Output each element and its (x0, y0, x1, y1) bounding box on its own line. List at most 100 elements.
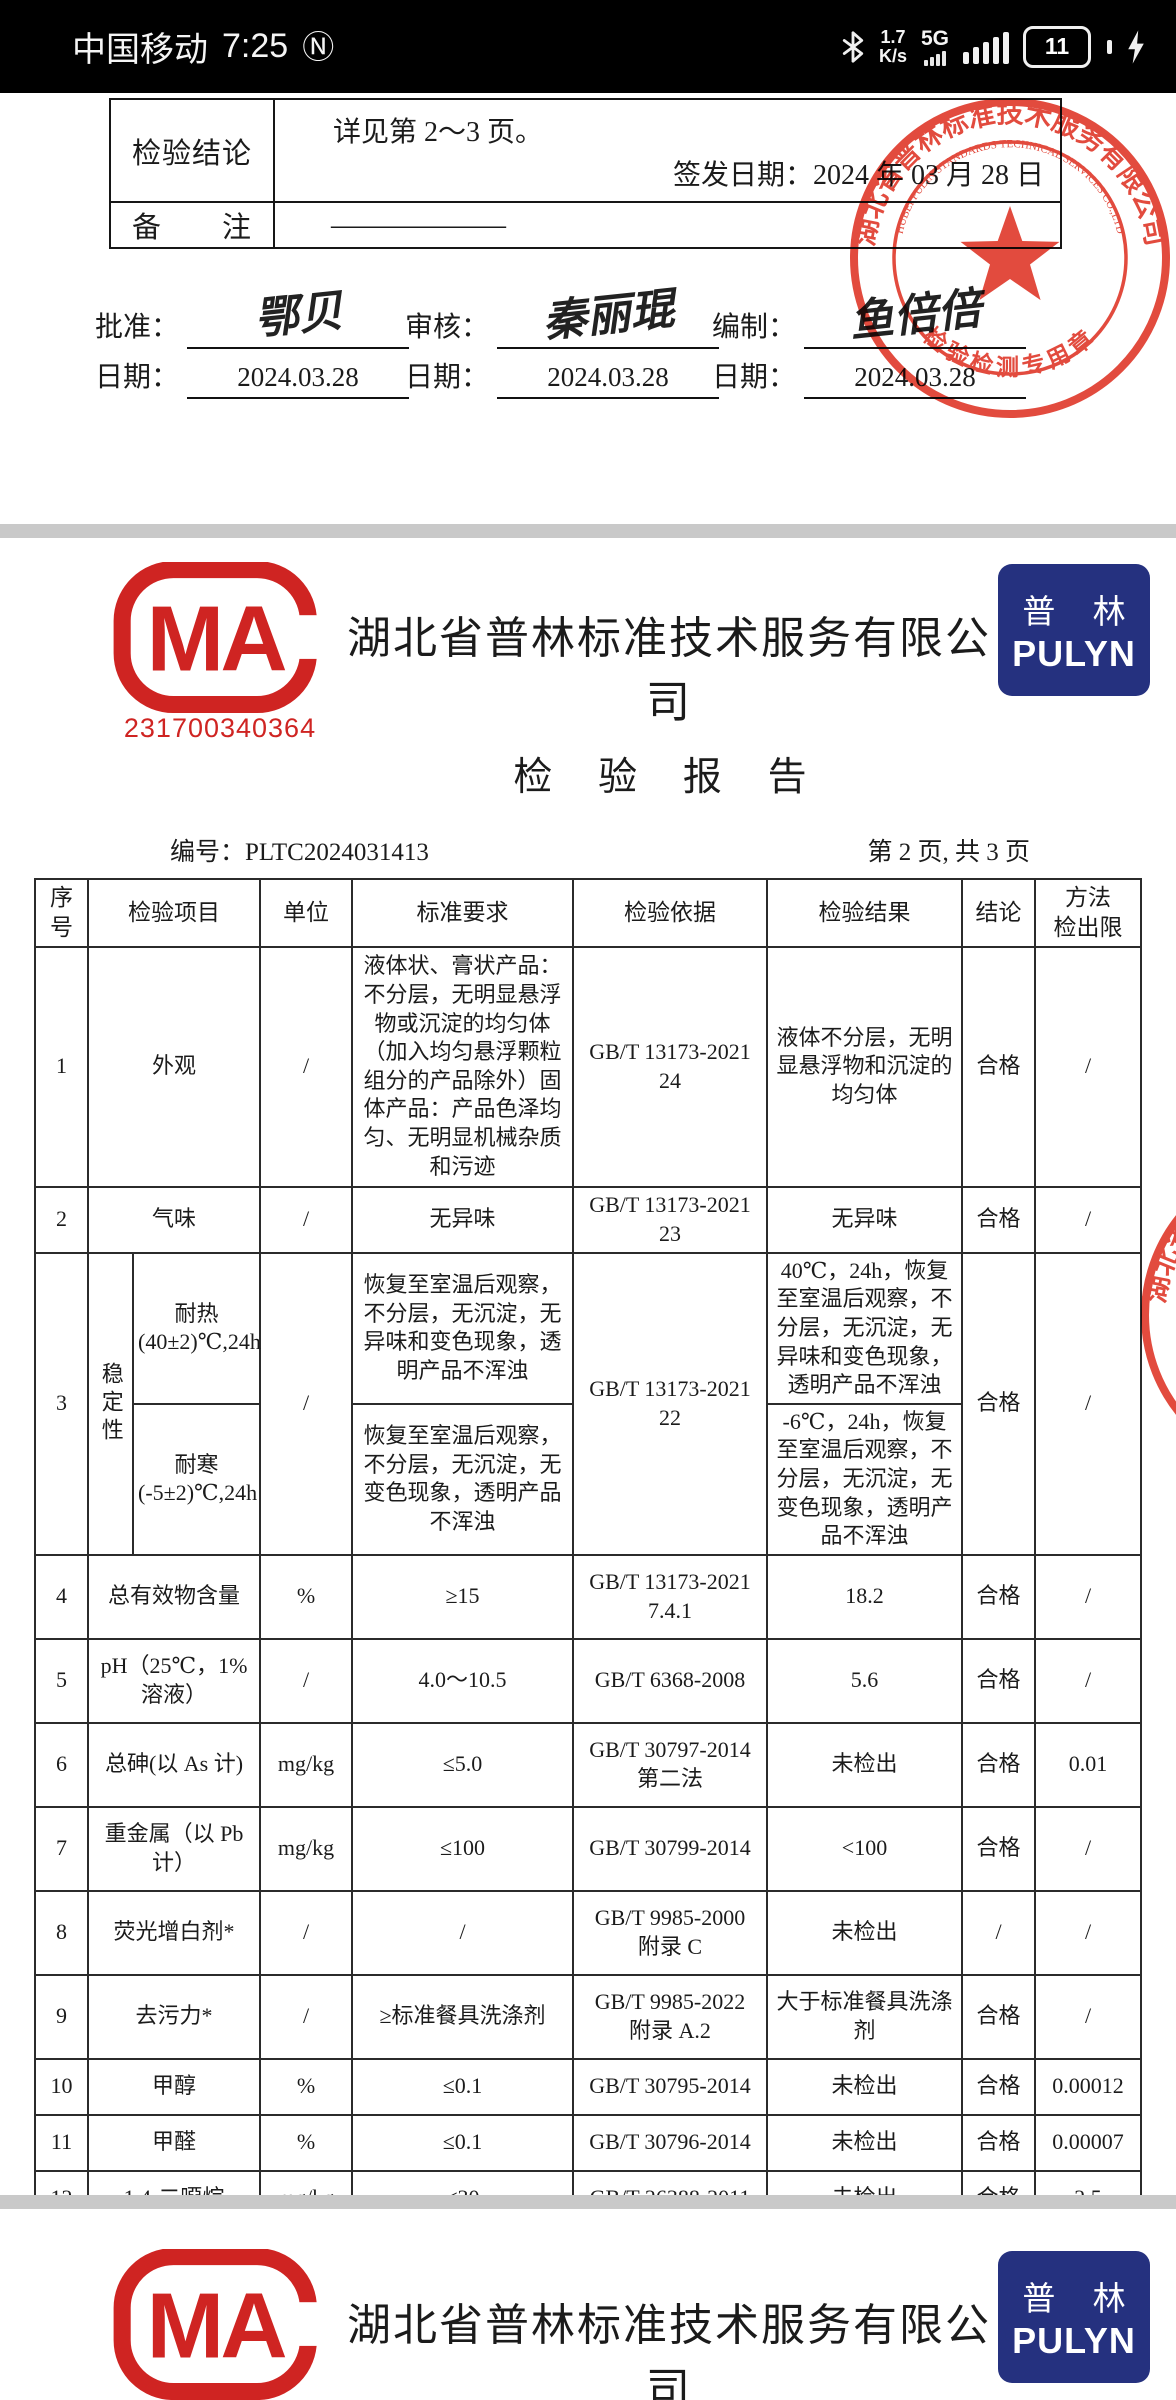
report-page-3: MA 231700340364 湖北省普林标准技术服务有限公司 检 验 报 告 … (0, 2209, 1176, 2400)
cell-basis: GB/T 13173-2021 22 (572, 1251, 768, 1556)
cell-req: 4.0～10.5 (351, 1637, 574, 1724)
pulyn-logo-cn: 普 林 (1022, 2280, 1140, 2317)
cell-result: 5.6 (766, 1637, 963, 1724)
speed-value: 1.7 (880, 26, 906, 47)
cell-unit: mg/kg (259, 1721, 353, 1808)
reviewer-date: 2024.03.28 (547, 362, 669, 392)
cell-unit: % (259, 2113, 353, 2172)
report-header: MA 231700340364 湖北省普林标准技术服务有限公司 检 验 报 告 … (0, 538, 1176, 802)
cell-limit: / (1034, 945, 1142, 1188)
cell-basis: GB/T 30795-2014 (572, 2057, 768, 2116)
cell-conclusion: 合格 (961, 1637, 1036, 1724)
signal-bars-icon (963, 30, 1009, 64)
bluetooth-icon (842, 30, 864, 63)
cell-req: 恢复至室温后观察，不分层，无沉淀，无变色现象，透明产品不浑浊 (351, 1402, 574, 1556)
cma-logo-block: MA 231700340364 (100, 561, 340, 744)
col-header-concl: 结论 (961, 878, 1036, 948)
cell-conclusion: 合格 (961, 2057, 1036, 2116)
remark-label: 备 注 (109, 201, 275, 249)
cell-no: 10 (34, 2057, 89, 2116)
cell-item: 总砷(以 As 计) (87, 1721, 261, 1808)
table-header-row: 序 号 检验项目 单位 标准要求 检验依据 检验结果 结论 方法 检出限 (34, 878, 1142, 948)
date-line: 2024.03.28 (497, 357, 720, 399)
cell-unit: / (259, 945, 353, 1188)
report-meta: 编号：PLTC2024031413 第 2 页, 共 3 页 (0, 802, 1176, 878)
table-row-3-heat: 3 稳定性 耐热(40±2)℃,24h / 恢复至室温后观察，不分层，无沉淀，无… (34, 1251, 1142, 1556)
header-center: 湖北省普林标准技术服务有限公司 检 验 报 告 (340, 2249, 998, 2400)
battery-icon: 11 (1023, 25, 1091, 68)
cell-req: 恢复至室温后观察，不分层，无沉淀，无异味和变色现象，透明产品不浑浊 (351, 1251, 574, 1405)
conclusion-label: 检验结论 (109, 98, 275, 203)
seal-bottom-text: 检验检测专用章 (918, 322, 1101, 380)
table-row-9: 9 去污力* / ≥标准餐具洗涤剂 GB/T 9985-2022 附录 A.2 … (34, 1973, 1142, 2060)
reviewer-role-label: 审核： (405, 312, 490, 343)
table-row-7: 7 重金属（以 Pb 计） mg/kg ≤100 GB/T 30799-2014… (34, 1805, 1142, 1892)
company-seal: 湖北省普林标准技术服务有限公司 HUBEI PULIN STANDARDS TE… (849, 98, 1171, 418)
col-header-no: 序 号 (34, 878, 89, 948)
cell-unit: % (259, 2057, 353, 2116)
remark-cell: —————— (273, 201, 1062, 249)
pulyn-logo-en: PULYN (1012, 2320, 1136, 2361)
cell-req: ≥15 (351, 1553, 574, 1640)
cell-conclusion: 合格 (961, 945, 1036, 1188)
cell-conclusion: 合格 (961, 2169, 1036, 2195)
approver-date: 2024.03.28 (237, 362, 359, 392)
carrier-label: 中国移动 (72, 31, 208, 69)
cell-no: 2 (34, 1185, 89, 1254)
seal-company-arc: 湖北省普林标准技术服务有限公司 (1140, 1156, 1176, 1305)
nfc-icon: Ⓝ (302, 28, 335, 65)
conclusion-table: 检验结论 详见第 2～3 页。 签发日期：2024 年 03 月 28 日 备 … (109, 98, 1062, 249)
cell-basis: GB/T 30797-2014 第二法 (572, 1721, 768, 1808)
cell-result: 未检出 (766, 2169, 963, 2195)
speed-unit: K/s (878, 45, 907, 66)
cell-result: 大于标准餐具洗涤剂 (766, 1973, 963, 2060)
cma-logo-icon: MA (113, 561, 330, 714)
cma-logo-block: MA 231700340364 (100, 2248, 340, 2400)
table-row-1: 1 外观 / 液体状、膏状产品：不分层，无明显悬浮物或沉淀的均匀体（加入均匀悬浮… (34, 945, 1142, 1188)
signature-line: 鱼倍倍 (804, 283, 1027, 349)
cell-req: ≤0.1 (351, 2057, 574, 2116)
cell-conclusion: / (961, 1889, 1036, 1976)
company-name: 湖北省普林标准技术服务有限公司 (347, 614, 991, 727)
signature-line: 鄂贝 (187, 283, 410, 349)
cell-limit: / (1034, 1553, 1142, 1640)
cell-unit: / (259, 1889, 353, 1976)
cell-result: -6℃，24h，恢复至室温后观察，不分层，无沉淀，无变色现象，透明产品不浑浊 (766, 1402, 963, 1556)
date-label: 日期： (95, 362, 180, 393)
cell-conclusion: 合格 (961, 1553, 1036, 1640)
status-right: 1.7 K/s 5G 11 (841, 25, 1146, 68)
table-row-11: 11 甲醛 % ≤0.1 GB/T 30796-2014 未检出 合格 0.00… (34, 2113, 1142, 2172)
cell-req: ≥标准餐具洗涤剂 (351, 1973, 574, 2060)
secondary-signal-icon (923, 50, 946, 66)
table-row-2: 2 气味 / 无异味 GB/T 13173-2021 23 无异味 合格 / (34, 1185, 1142, 1254)
remark-row: 备 注 —————— (109, 201, 1062, 249)
cell-item: pH（25℃，1%溶液） (87, 1637, 261, 1724)
col-header-req: 标准要求 (351, 878, 574, 948)
col-header-limit: 方法 检出限 (1034, 878, 1142, 948)
pulyn-logo: 普 林 PULYN (998, 2251, 1150, 2383)
pulyn-logo: 普 林 PULYN (998, 564, 1150, 696)
battery-level: 11 (1044, 33, 1070, 59)
cell-result: 未检出 (766, 2113, 963, 2172)
cell-basis: GB/T 13173-2021 24 (572, 945, 768, 1188)
conclusion-cell: 详见第 2～3 页。 签发日期：2024 年 03 月 28 日 (273, 98, 1062, 203)
cell-item: 荧光增白剂* (87, 1889, 261, 1976)
cell-req: 无异味 (351, 1185, 574, 1254)
cell-no: 1 (34, 945, 89, 1188)
company-name: 湖北省普林标准技术服务有限公司 (347, 2301, 991, 2400)
date-label: 日期： (405, 362, 490, 393)
cell-no: 11 (34, 2113, 89, 2172)
cell-no: 3 (34, 1251, 89, 1556)
cell-result: 未检出 (766, 1889, 963, 1976)
battery-nub (1107, 39, 1112, 54)
signature-block-reviewer: 审核： 秦丽琨 日期： 2024.03.28 (405, 283, 757, 399)
status-bar: 中国移动 7:25 Ⓝ 1.7 K/s 5G 11 (0, 0, 1176, 93)
cell-limit: / (1034, 1185, 1142, 1254)
cell-req: ≤0.1 (351, 2113, 574, 2172)
cell-limit: 0.00012 (1034, 2057, 1142, 2116)
cell-unit: mg/kg (259, 1805, 353, 1892)
signature-area: 批准： 鄂贝 日期： 2024.03.28 审核： 秦丽琨 日期： (0, 283, 1176, 423)
report-page-1: 检验结论 详见第 2～3 页。 签发日期：2024 年 03 月 28 日 备 … (0, 93, 1176, 524)
cell-result: 无异味 (766, 1185, 963, 1254)
cell-unit: % (259, 1553, 353, 1640)
